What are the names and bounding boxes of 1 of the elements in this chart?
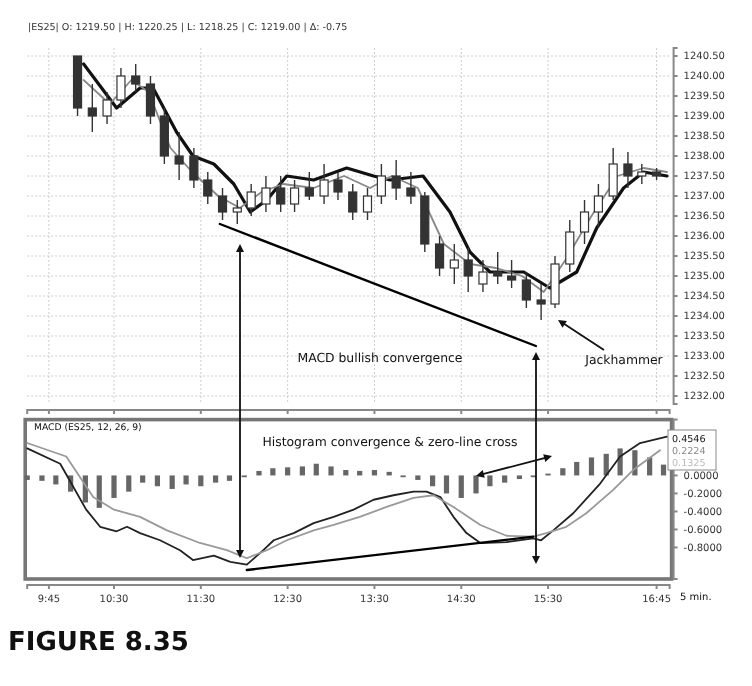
- caption: FIGURE 8.35: [8, 628, 189, 658]
